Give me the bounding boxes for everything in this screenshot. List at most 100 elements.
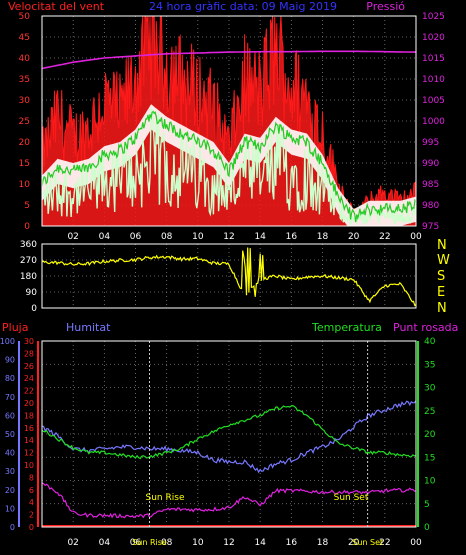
humidity-line: [41, 400, 417, 474]
pressure-y-tick: 995: [422, 138, 439, 148]
temperature-humidity-panel: 0102030405060708090100024681012141618202…: [0, 337, 436, 548]
temperature-y-tick: 0: [424, 523, 430, 533]
direction-line: [41, 247, 417, 307]
temperature-line: [41, 404, 416, 460]
pressure-y-tick: 1005: [422, 96, 445, 106]
humidity-label: Humitat: [66, 321, 111, 334]
lower-x-tick: 22: [379, 538, 390, 548]
lower-x-tick: 12: [223, 538, 234, 548]
rain-y-tick: 6: [29, 486, 34, 495]
wind-y-tick: 15: [19, 159, 30, 169]
lower-x-tick: 14: [254, 538, 266, 548]
wind-x-tick: 02: [67, 232, 78, 242]
wind-x-tick: 10: [192, 232, 204, 242]
temperature-label: Temperatura: [311, 321, 382, 334]
temperature-y-tick: 30: [424, 384, 436, 394]
sunrise-label: Sun Rise: [146, 493, 185, 503]
compass-labels: N W S E N: [437, 238, 450, 316]
lower-x-tick: 04: [99, 538, 111, 548]
wind-y-tick: 20: [19, 138, 31, 148]
pressure-y-tick: 1010: [422, 75, 445, 85]
rain-y-tick: 8: [29, 473, 34, 482]
pressure-y-tick: 980: [422, 201, 439, 211]
wind-x-tick: 22: [379, 232, 390, 242]
wind-y-tick: 10: [19, 180, 31, 190]
humidity-y-tick: 60: [5, 411, 15, 420]
wind-y-tick: 35: [19, 75, 30, 85]
rain-y-tick: 2: [29, 511, 34, 520]
compass-n-bottom: N: [437, 301, 447, 316]
rain-y-tick: 4: [29, 498, 34, 507]
wind-x-tick: 12: [223, 232, 234, 242]
rain-y-tick: 24: [24, 374, 34, 383]
direction-frame: [41, 243, 417, 309]
pressure-y-tick: 985: [422, 180, 439, 190]
compass-s: S: [437, 269, 445, 284]
direction-y-tick: 180: [20, 272, 37, 282]
wind-y-tick: 50: [19, 12, 31, 22]
wind-x-tick: 18: [317, 232, 329, 242]
sunset-label: Sun Set: [334, 493, 369, 503]
wind-y-tick: 45: [19, 33, 30, 43]
temperature-y-tick: 25: [424, 407, 435, 417]
pressure-y-tick: 1000: [422, 117, 445, 127]
rain-label: Pluja: [2, 321, 28, 334]
rain-y-tick: 26: [24, 362, 34, 371]
rain-y-tick: 20: [24, 399, 34, 408]
wind-direction-panel: 0 90 180 270 360: [20, 240, 417, 314]
humidity-y-tick: 30: [5, 467, 15, 476]
wind-x-tick: 06: [130, 232, 142, 242]
lower-x-tick: 20: [348, 538, 360, 548]
humidity-y-tick: 70: [5, 393, 15, 402]
rain-y-tick: 0: [29, 523, 34, 532]
lower-x-tick: 00: [410, 538, 422, 548]
pressure-line: [41, 50, 416, 70]
humidity-y-tick: 100: [0, 337, 15, 346]
rain-y-tick: 22: [24, 387, 34, 396]
dewpoint-label: Punt rosada: [393, 321, 458, 334]
wind-y-tick: 0: [24, 222, 30, 232]
temperature-y-tick: 10: [424, 477, 436, 487]
rain-y-tick: 18: [24, 411, 34, 420]
humidity-y-tick: 10: [5, 504, 15, 513]
temperature-y-tick: 35: [424, 360, 435, 370]
temperature-y-tick: 20: [424, 430, 436, 440]
pressure-y-tick: 1025: [422, 12, 445, 22]
lower-x-tick: 10: [192, 538, 204, 548]
rain-y-tick: 30: [24, 337, 34, 346]
compass-n-top: N: [437, 238, 447, 253]
rain-y-tick: 10: [24, 461, 34, 470]
humidity-y-tick: 50: [5, 430, 15, 439]
wind-frame: [41, 15, 417, 227]
humidity-y-tick: 20: [5, 486, 15, 495]
wind-x-tick: 16: [286, 232, 298, 242]
sunset-tick-label: Sun Set: [352, 538, 383, 547]
pressure-y-tick: 1020: [422, 33, 445, 43]
wind-light-line: [41, 106, 417, 226]
wind-y-tick: 40: [19, 54, 31, 64]
temperature-y-tick: 5: [424, 500, 430, 510]
direction-y-tick: 270: [20, 256, 37, 266]
wind-speed-panel: 0510152025303540455097598098599099510001…: [19, 12, 446, 242]
lower-x-tick: 16: [286, 538, 298, 548]
chart-date-title: 24 hora gràfic data: 09 Maig 2019: [149, 0, 337, 13]
wind-x-tick: 08: [161, 232, 173, 242]
wind-average-line: [41, 110, 417, 223]
wind-y-tick: 30: [19, 96, 31, 106]
rain-y-tick: 12: [24, 449, 34, 458]
compass-e: E: [437, 285, 445, 300]
lower-x-tick: 18: [317, 538, 329, 548]
sunrise-tick-label: Sun Rise: [132, 538, 167, 547]
temperature-y-tick: 40: [424, 337, 436, 347]
humidity-y-tick: 80: [5, 374, 15, 383]
humidity-y-tick: 90: [5, 356, 15, 365]
wind-x-tick: 14: [254, 232, 266, 242]
pressure-y-tick: 975: [422, 222, 439, 232]
direction-y-tick: 0: [31, 304, 37, 314]
direction-y-tick: 90: [26, 288, 38, 298]
lower-x-tick: 06: [130, 538, 142, 548]
humidity-y-tick: 40: [5, 449, 15, 458]
lower-x-tick: 02: [67, 538, 78, 548]
